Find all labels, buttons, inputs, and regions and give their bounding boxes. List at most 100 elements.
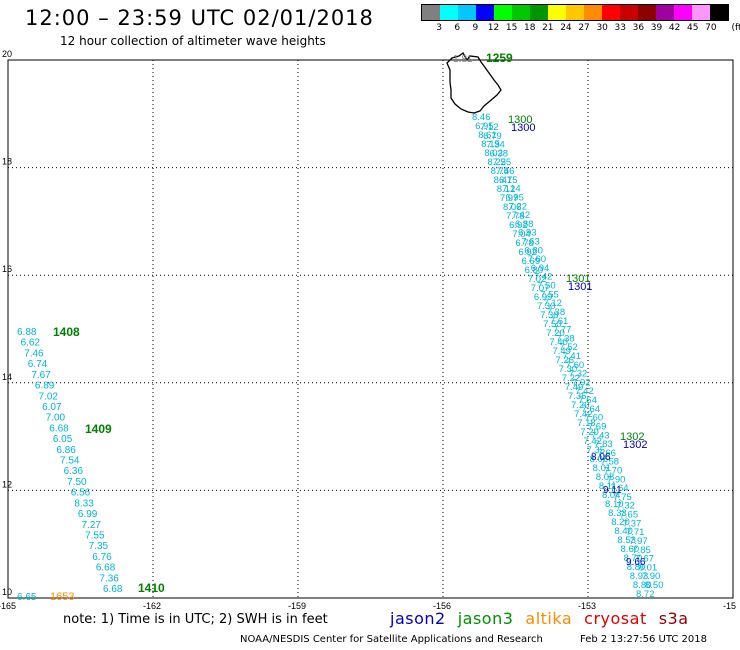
east-satellite-track-b: 7.126.797.346.387.257.566.757.146.957.22…: [480, 122, 664, 591]
x-tick-label: -15: [723, 601, 736, 611]
swh-value-label: 6.88: [515, 219, 534, 230]
y-tick-label: 10: [2, 587, 12, 597]
swh-value-label: 7.66: [597, 448, 616, 459]
legend-swatch: [638, 5, 656, 20]
legend-swatch: [674, 5, 692, 20]
legend-tick-label: 33: [614, 23, 627, 33]
swh-value-label: 7.02: [39, 391, 59, 402]
swh-value-label: 7.64: [578, 395, 597, 406]
swh-value-label: 7.54: [60, 456, 80, 467]
swh-value-label: 7.02: [528, 274, 547, 285]
page-title: 12:00 – 23:59 UTC 02/01/2018: [25, 6, 374, 30]
swh-value-label: 6.88: [17, 327, 37, 338]
time-label-1301-blue: 1301: [568, 281, 592, 293]
swh-value-label: 7.22: [562, 373, 581, 384]
footer-note: note: 1) Time is in UTC; 2) SWH is in fe…: [63, 612, 328, 627]
time-label-1259: 1259: [486, 51, 513, 65]
swh-value-label: 7.32: [616, 501, 635, 512]
swh-value-label: 6.69: [522, 256, 541, 267]
swh-value-label: 8.41: [494, 175, 513, 186]
legend-swatch: [512, 5, 530, 20]
east-track-dark-values: 8.06 9.11 9.66: [591, 452, 646, 568]
swh-value-label: 7.90: [642, 571, 661, 582]
legend-swatch: [440, 5, 458, 20]
hawaii-island-outline: [446, 52, 502, 114]
swh-value-label: 7.30: [537, 301, 556, 312]
swh-value-label: 7.38: [556, 333, 575, 344]
swh-value-label: 8.80: [627, 562, 646, 573]
swh-value-label: 7.71: [626, 527, 645, 538]
time-label-1302-green: 1302: [620, 431, 644, 443]
swh-value-label: 7.49: [552, 346, 571, 357]
legend-swatch: [620, 5, 638, 20]
swh-value-label: 8.01: [593, 463, 612, 474]
swh-value-label: 6.93: [518, 228, 537, 239]
legend-tick-label: 3: [436, 23, 442, 33]
swh-value-label: 7.90: [607, 474, 626, 485]
x-tick-label: -165: [0, 601, 16, 611]
swh-value-label: 7.46: [24, 348, 44, 359]
x-tick-label: -159: [288, 601, 306, 611]
swh-value-label: 6.56: [71, 488, 91, 499]
swh-value-label: 7.35: [89, 541, 109, 552]
generation-timestamp: Feb 2 13:27:56 UTC 2018: [580, 634, 707, 645]
swh-value-label: 7.00: [46, 413, 66, 424]
swh-value-label: 7.42: [574, 409, 593, 420]
swh-value-label: 7.14: [502, 184, 521, 195]
legend-swatch: [692, 5, 710, 20]
swh-value-label: 7.20: [571, 400, 590, 411]
swh-value-label: 8.25: [487, 157, 506, 168]
legend-swatch: [530, 5, 548, 20]
swh-value-label: 7.50: [67, 477, 87, 488]
edge-swh-label: 6.65: [17, 592, 37, 603]
swh-value-label: 7.67: [635, 554, 654, 565]
swh-value-label: 6.80: [525, 265, 544, 276]
swh-value-label: 7.67: [31, 370, 51, 381]
swh-value-label: 6.68: [103, 584, 123, 595]
swh-value-label: 8.06: [590, 454, 609, 465]
swh-value-label: 7.38: [540, 310, 559, 321]
swh-value-label: 7.52: [559, 342, 578, 353]
time-label-1300-blue: 1300: [511, 122, 535, 134]
satellite-legend-altika: altika: [525, 609, 573, 628]
legend-tick-label: 39: [650, 23, 663, 33]
swh-value-label: 7.32: [569, 369, 588, 380]
swh-value-label: 7.43: [591, 430, 610, 441]
satellite-legend-jason3: jason3: [457, 609, 514, 628]
map-frame: [7, 59, 734, 599]
swh-value-label: 8.70: [624, 553, 643, 564]
swh-value-label: 7.36: [99, 573, 119, 584]
satellite-legend-cryosat: cryosat: [584, 609, 647, 628]
swh-value-label: 7.41: [563, 351, 582, 362]
axis-tick-labels: -165 -162 -159 -156 -153 -15 20 18 16 14 12 10: [0, 49, 736, 611]
swh-value-label: 8.61: [478, 130, 497, 141]
swh-value-label: 8.15: [481, 139, 500, 150]
swh-value-label: 7.18: [577, 418, 596, 429]
legend-unit: (ft): [731, 23, 740, 33]
swh-value-label: 7.20: [580, 427, 599, 438]
map-grid: [7, 59, 734, 599]
swh-value-label: 7.25: [493, 157, 512, 168]
time-label-1410: 1410: [138, 581, 165, 595]
swh-value-label: 8.53: [617, 535, 636, 546]
swh-value-label: 8.33: [74, 498, 94, 509]
swh-value-label: 7.30: [559, 364, 578, 375]
legend-tick-label: 45: [687, 23, 699, 33]
time-label-1302-blue: 1302: [623, 439, 647, 451]
legend-swatch: [422, 5, 440, 20]
swh-value-label: 7.50: [537, 281, 556, 292]
legend-swatch: [566, 5, 584, 20]
swh-value-label: 7.12: [543, 298, 562, 309]
swh-value-label: 7.85: [632, 545, 651, 556]
legend-tick-label: 27: [578, 23, 590, 33]
swh-value-label: 8.10: [605, 499, 624, 510]
legend-tick-label: 9: [472, 23, 479, 33]
swh-value-label: 7.83: [594, 439, 613, 450]
swh-value-label: 8.60: [621, 544, 640, 555]
time-label-1409: 1409: [85, 422, 112, 436]
swh-value-label: 8.20: [611, 517, 630, 528]
swh-value-label: 7.37: [623, 518, 642, 529]
gray-swh-label: 1.81: [453, 54, 473, 65]
